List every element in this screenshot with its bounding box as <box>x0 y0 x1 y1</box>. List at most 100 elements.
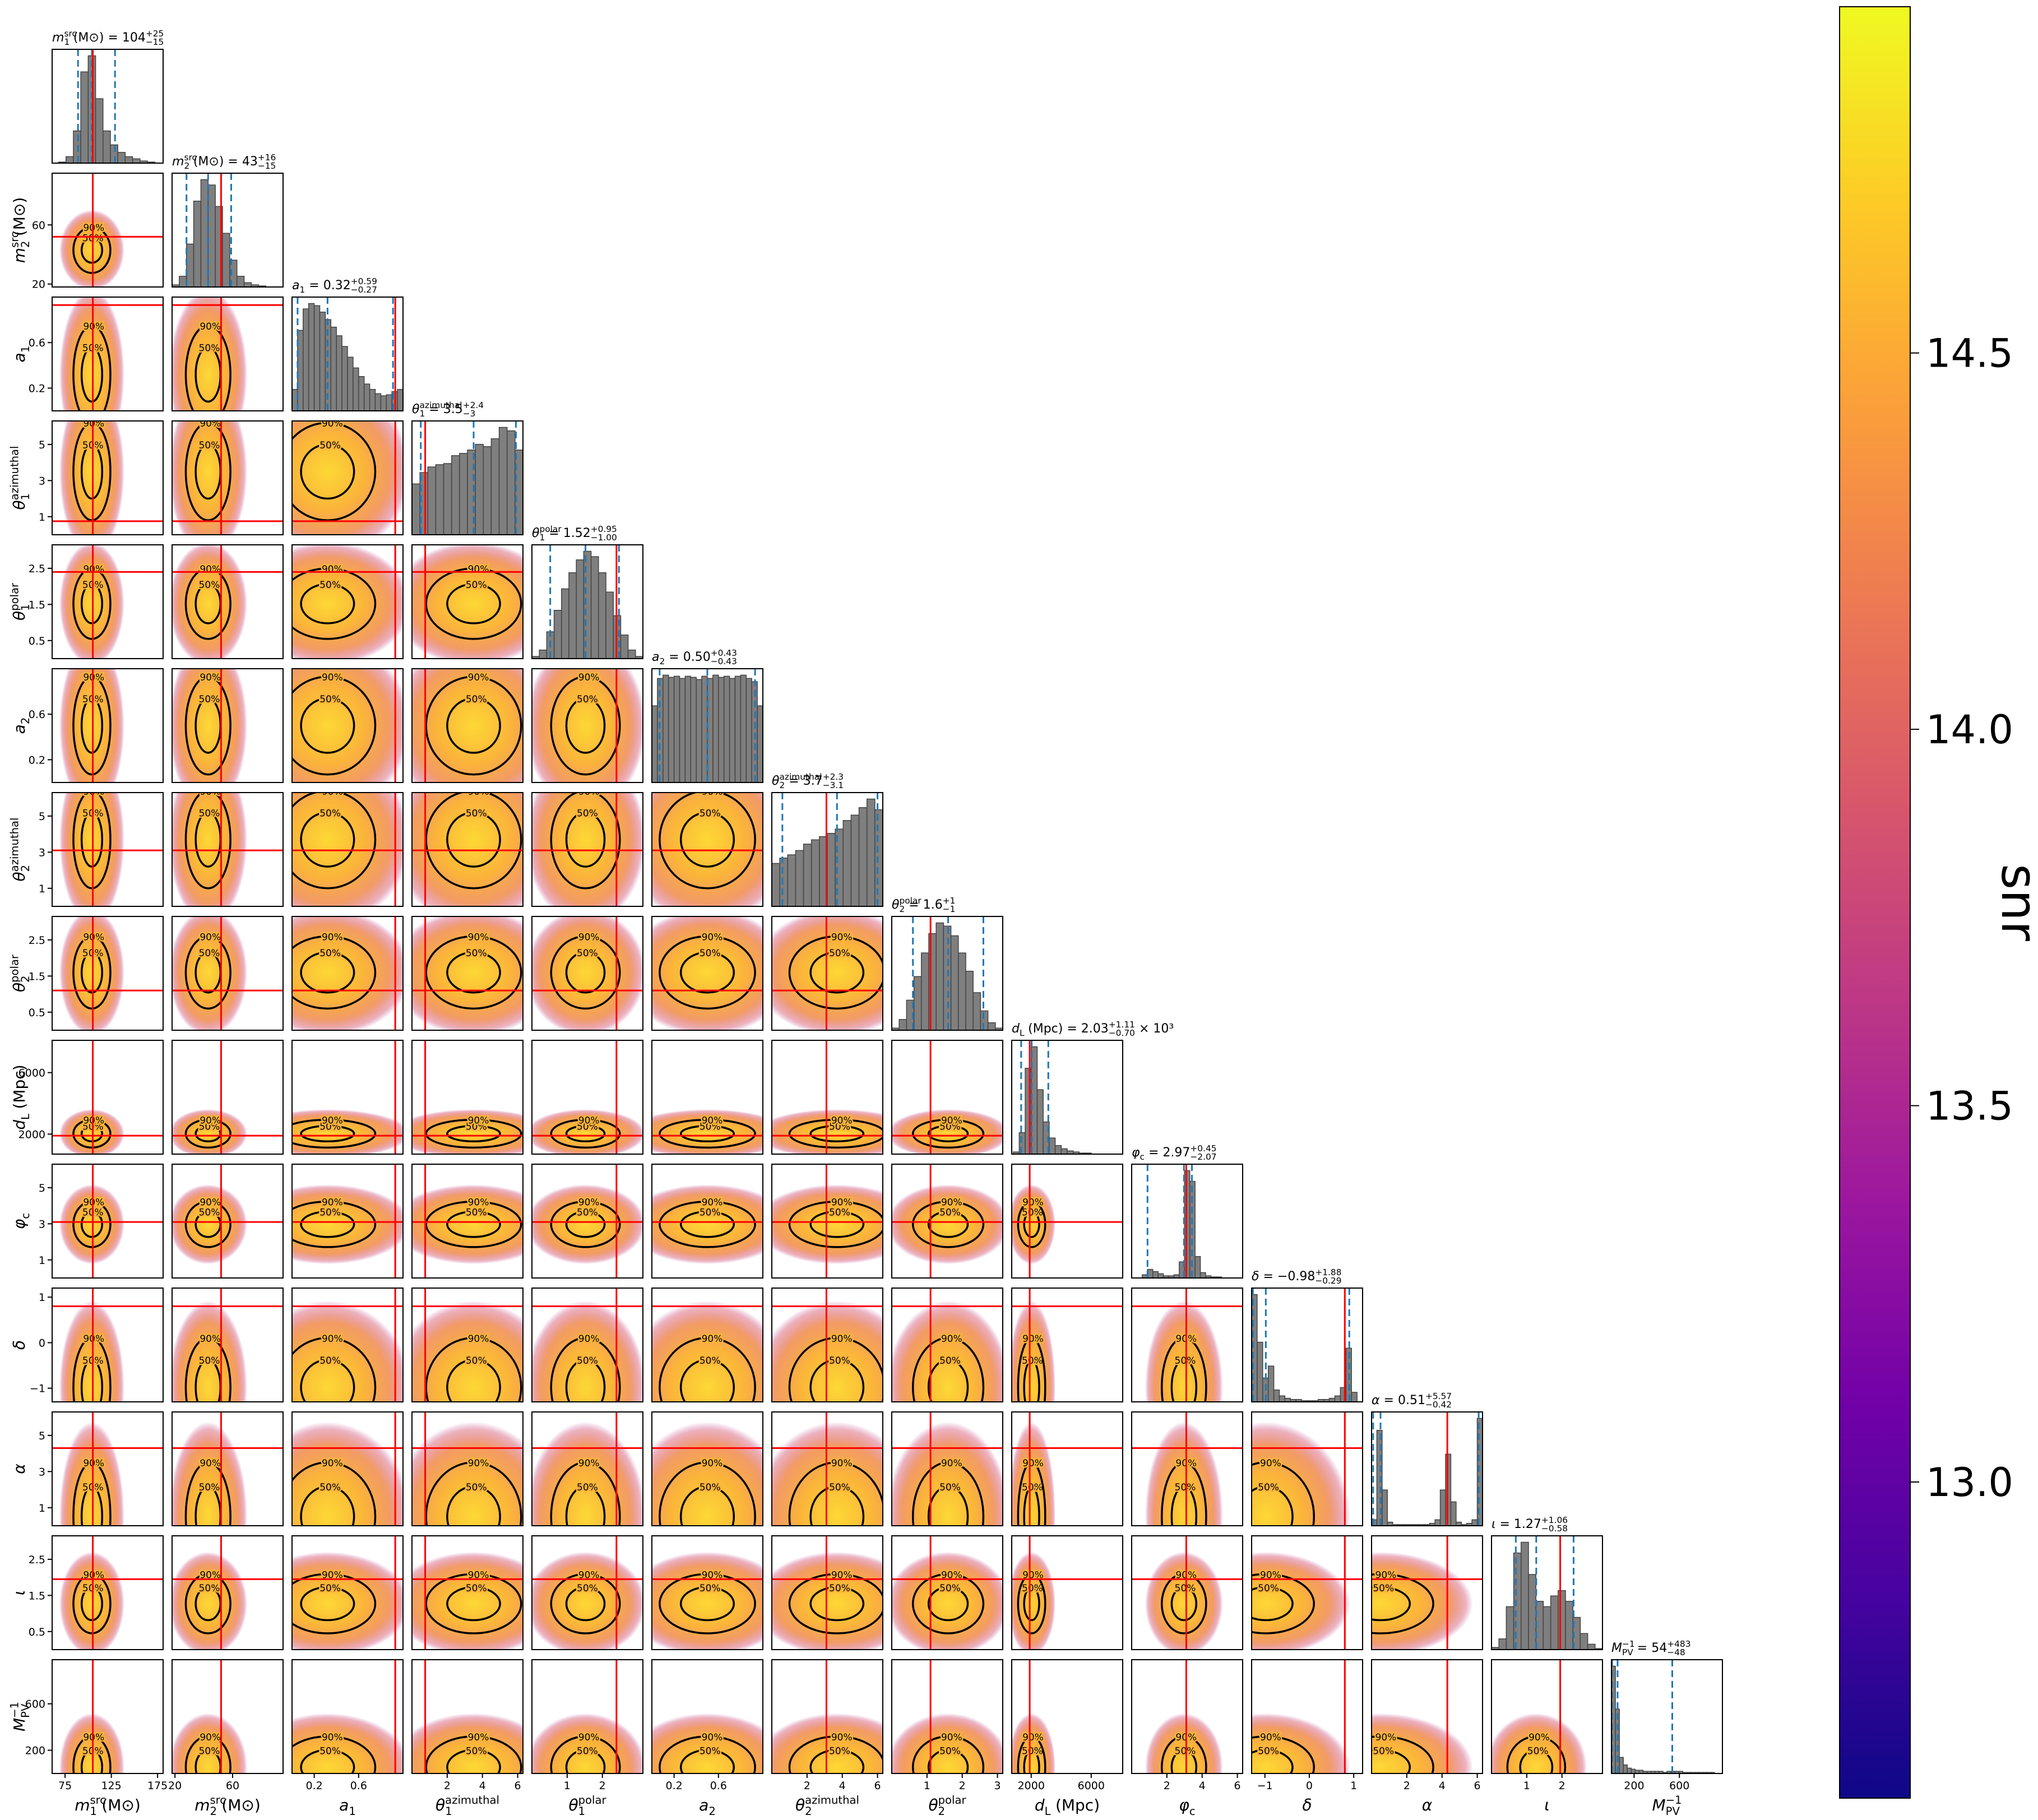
text-part: m <box>172 155 184 169</box>
panel-title: θpolar 2 = 1.6+1 −1 <box>892 896 955 914</box>
scatter-density <box>59 916 124 1030</box>
hist-bar <box>1267 1365 1275 1402</box>
x-tick-label: 75 <box>58 1780 72 1792</box>
scatter-panel: 50%90% <box>172 1040 283 1154</box>
text-part: +1.06 <box>1541 1515 1568 1525</box>
hist-bar <box>1351 1392 1358 1402</box>
hist-bar <box>772 863 780 906</box>
scatter-panel: 50%90% <box>412 1040 523 1154</box>
contour <box>927 1124 969 1143</box>
hist-bar <box>397 388 403 411</box>
text-part: −1 <box>8 1702 21 1718</box>
text-part: = <box>1148 1146 1159 1160</box>
panel-frame <box>52 1288 164 1402</box>
hist-bar <box>965 970 974 1030</box>
contour-label: 90% <box>578 1115 600 1127</box>
panel-frame <box>651 1535 763 1650</box>
text-part: d <box>1035 1796 1045 1814</box>
text-part: azimuthal <box>779 772 822 782</box>
panel-frame <box>172 1659 284 1774</box>
hist-bar <box>950 935 959 1030</box>
contour <box>809 1210 865 1238</box>
contour-label: 90% <box>200 321 221 332</box>
panel-frame <box>1131 1411 1243 1526</box>
panel-frame <box>291 1288 404 1402</box>
contour-label: 90% <box>578 1458 600 1469</box>
panel-frame <box>891 916 1003 1031</box>
x-tick-label: 2 <box>599 1780 606 1792</box>
panel-frame <box>291 668 404 783</box>
contour-label: 90% <box>200 786 221 798</box>
x-axis-label: msrc 2 (M⊙) <box>194 1794 261 1818</box>
contour <box>1252 1735 1316 1773</box>
scatter-density <box>292 669 403 782</box>
contour-label: 50% <box>577 808 598 819</box>
contour-label: 90% <box>578 786 600 798</box>
hist-bar <box>1018 1132 1026 1154</box>
hist-bar <box>1152 1271 1159 1278</box>
scatter-panel: 50%90% <box>52 545 163 659</box>
contour-label: 90% <box>702 786 723 798</box>
text-part: δ <box>1302 1796 1312 1814</box>
hist-bar <box>745 678 752 782</box>
text-part: (Mpc) <box>1055 1796 1100 1814</box>
contour-label: 90% <box>200 418 221 429</box>
text-part: M <box>1652 1796 1665 1814</box>
text-part: a <box>699 1796 708 1814</box>
panel-frame <box>52 544 164 659</box>
hist-bar <box>740 674 747 782</box>
hist-bar <box>475 443 484 535</box>
hist-bar <box>787 854 796 906</box>
text-part: −0.70 <box>1109 1028 1135 1038</box>
contour <box>1023 1749 1040 1773</box>
text-part: −48 <box>1667 1647 1685 1657</box>
scatter-panel: 50%90% <box>292 669 403 782</box>
hist-bar <box>779 858 789 906</box>
panel-frame <box>291 297 404 411</box>
x-tick-label: 20 <box>168 1780 182 1792</box>
contour <box>184 1200 231 1248</box>
contour <box>565 1586 606 1622</box>
scatter-density <box>1492 1713 1587 1773</box>
contour-label: 50% <box>199 1482 220 1493</box>
text-part: +0.43 <box>711 648 737 658</box>
x-axis-label: a2 <box>699 1796 716 1818</box>
x-tick-label: 2 <box>444 1780 451 1792</box>
panel-frame <box>531 1288 643 1402</box>
text-part: M <box>10 1718 29 1731</box>
scatter-panel: 50%90% <box>292 1660 403 1773</box>
hist-bar <box>576 559 585 659</box>
text-part: −0.29 <box>1315 1276 1341 1286</box>
contour-label: 50% <box>466 580 487 591</box>
y-tick-label: 0.5 <box>29 1007 45 1019</box>
hist-bar <box>1498 1638 1507 1650</box>
contour-label: 50% <box>199 1745 220 1757</box>
text-part: azimuthal <box>419 400 462 410</box>
scatter-panel: 50%90% <box>652 916 763 1030</box>
y-tick-label: 0.5 <box>29 1626 45 1638</box>
contour-label: 90% <box>941 1115 962 1127</box>
scatter-panel: 50%90% <box>52 1412 163 1526</box>
scatter-panel: 50%90% <box>1012 1164 1123 1278</box>
text-part: m <box>52 31 64 45</box>
contour <box>184 1337 231 1402</box>
contour-label: 50% <box>466 694 487 705</box>
scatter-panel: 50%90% <box>532 669 643 782</box>
contour <box>911 1337 985 1402</box>
contour-label: 90% <box>322 1732 343 1743</box>
contour-label: 50% <box>939 1355 961 1367</box>
x-axis-label: msrc 1 (M⊙) <box>75 1794 141 1818</box>
contour-label: 90% <box>322 1458 343 1469</box>
contour <box>72 675 112 776</box>
text-part: = <box>1637 1641 1647 1655</box>
contour-label: 50% <box>1175 1482 1196 1493</box>
contour <box>1519 1749 1554 1773</box>
panel-frame <box>52 1164 164 1279</box>
contour <box>927 1749 969 1773</box>
contour <box>809 1124 865 1143</box>
contour <box>80 1210 104 1238</box>
contour <box>300 1124 355 1143</box>
panel-frame <box>531 1411 643 1526</box>
x-axis-label: dL (Mpc) <box>1035 1796 1100 1818</box>
contour-label: 50% <box>199 808 220 819</box>
